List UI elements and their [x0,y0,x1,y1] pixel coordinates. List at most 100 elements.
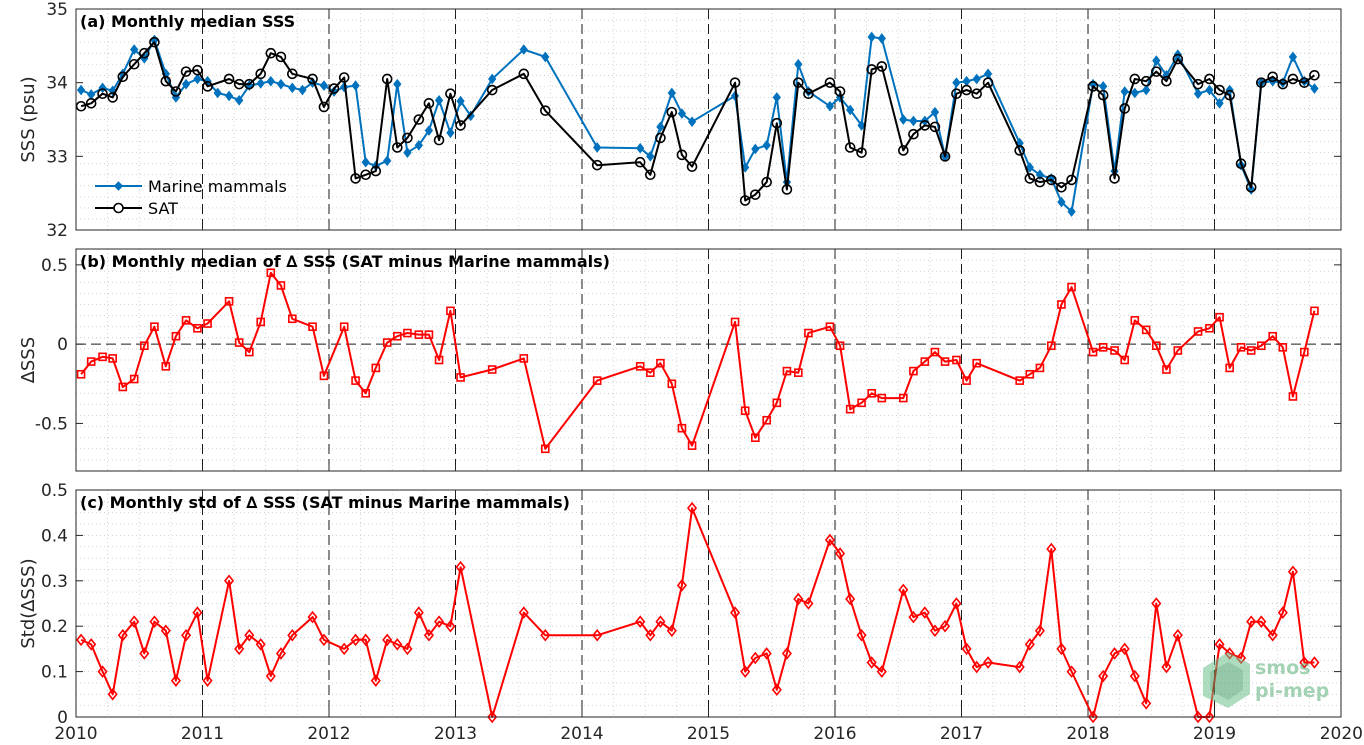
data-point-marker [193,323,202,333]
data-point-marker [1236,343,1246,352]
data-point-marker [307,610,318,624]
panel-c-x-ticks: 2010 2011 2012 2013 2014 2015 2016 2017 2018 2019… [54,490,1363,744]
data-point-marker [1309,70,1320,81]
data-point-marker [898,583,909,597]
data-point-marker [541,444,550,454]
data-point-marker [224,574,235,588]
data-point-marker [971,88,982,100]
data-point-marker [393,78,402,90]
data-point-marker [455,560,466,574]
data-point-marker [308,322,317,332]
data-point-marker [351,376,360,385]
data-point-marker [899,114,908,125]
data-point-marker [129,374,139,384]
data-point-marker [592,628,603,642]
data-point-marker [255,68,266,80]
data-point-marker [982,77,994,88]
data-point-marker [287,628,298,642]
data-point-marker [591,159,603,171]
data-point-marker [360,169,371,181]
data-point-marker [338,72,350,83]
y-tick-label: 0.3 [41,572,68,592]
data-point-marker [181,316,191,325]
data-point-marker [541,51,550,63]
data-point-marker [750,651,761,665]
data-point-marker [202,81,213,92]
data-point-marker [319,371,329,381]
data-point-marker [318,101,330,113]
data-point-marker [1205,84,1214,96]
data-point-marker [845,404,855,414]
data-point-marker [940,619,951,633]
data-point-marker [1152,55,1161,66]
legend-marine-mammals-marker [113,181,124,191]
data-point-marker [635,362,645,371]
panel-b-y-ticks: -0.5 0 0.5 [35,249,1342,471]
data-point-marker [446,306,455,316]
data-point-marker [1288,51,1298,63]
data-point-marker [487,710,498,724]
data-point-marker [424,125,434,136]
data-point-marker [1277,606,1288,619]
data-point-marker [519,44,528,55]
data-point-marker [1225,363,1234,373]
data-point-marker [1224,89,1235,101]
data-point-marker [1256,615,1267,628]
data-point-marker [1204,73,1215,85]
data-point-marker [308,77,317,88]
data-point-marker [762,415,771,425]
data-point-marker [1047,341,1056,351]
data-point-marker [265,669,276,683]
data-point-marker [1067,206,1076,217]
panel-a-series [75,31,1320,217]
data-point-marker [150,322,159,332]
data-point-marker [593,142,602,153]
data-point-marker [149,615,160,628]
x-tick-label: 2014 [560,724,603,744]
data-point-marker [203,319,212,328]
data-point-marker [961,642,972,656]
panel-a-legend: Marine mammals SAT [95,177,287,218]
data-point-marker [920,357,930,366]
data-point-marker [676,149,688,161]
panel-a-y-ticks: 32 33 34 35 [46,0,1342,241]
data-point-marker [130,44,139,55]
data-point-marker [518,68,530,80]
data-point-marker [940,357,950,366]
data-point-marker [1046,174,1057,186]
data-point-marker [339,642,350,656]
data-point-marker [307,73,318,85]
data-point-marker [1024,173,1036,184]
data-point-marker [140,341,149,351]
data-point-marker [1087,81,1099,92]
panel-b-year-lines [202,249,1215,471]
data-point-marker [824,533,835,547]
data-point-marker [224,297,234,306]
data-point-marker [876,665,887,678]
data-point-marker [930,347,940,357]
data-point-marker [1309,656,1320,669]
data-point-marker [1129,669,1140,683]
data-point-marker [392,142,403,153]
data-point-marker [730,317,740,327]
x-tick-label: 2012 [307,724,350,744]
x-tick-label: 2010 [54,724,97,744]
data-point-marker [486,84,498,96]
data-point-marker [1025,162,1034,173]
data-point-marker [424,330,434,339]
logo-text-line1: smos [1255,657,1310,679]
y-tick-label: 33 [46,147,68,167]
data-point-marker [266,268,276,278]
data-point-marker [835,547,846,560]
data-point-marker [972,73,981,85]
data-point-marker [866,656,877,669]
data-point-marker [540,628,551,642]
data-point-marker [1267,628,1278,642]
data-point-marker [876,61,888,72]
data-point-marker [846,104,855,116]
data-point-marker [772,92,781,103]
data-point-marker [856,628,867,642]
data-point-marker [1098,343,1108,352]
data-point-marker [952,77,961,88]
data-point-marker [276,78,286,90]
